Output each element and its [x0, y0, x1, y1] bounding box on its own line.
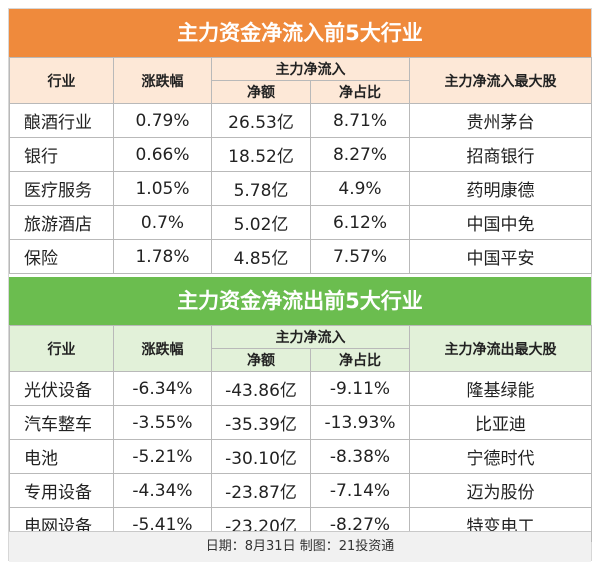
- change-cell: 1.78%: [113, 239, 212, 274]
- change-cell: -3.55%: [113, 405, 212, 440]
- header-net-amount: 净额: [211, 348, 311, 372]
- net-ratio-cell: 8.27%: [310, 137, 410, 172]
- outflow-table: 行业 涨跌幅 主力净流入 主力净流出最大股 净额 净占比 光伏设备 -6.34%…: [9, 325, 592, 542]
- change-cell: 0.7%: [113, 205, 212, 240]
- table-row: 电池 -5.21% -30.10亿 -8.38% 宁德时代: [9, 439, 592, 474]
- industry-cell: 保险: [9, 239, 114, 274]
- industry-cell: 电池: [9, 439, 114, 474]
- net-amount-cell: 5.02亿: [211, 205, 311, 240]
- table-row: 光伏设备 -6.34% -43.86亿 -9.11% 隆基绿能: [9, 371, 592, 406]
- top-stock-cell: 招商银行: [409, 137, 592, 172]
- net-amount-cell: 18.52亿: [211, 137, 311, 172]
- header-main-net: 主力净流入: [211, 57, 410, 81]
- header-change: 涨跌幅: [113, 325, 212, 372]
- table-row: 专用设备 -4.34% -23.87亿 -7.14% 迈为股份: [9, 473, 592, 508]
- net-ratio-cell: -8.38%: [310, 439, 410, 474]
- outflow-subheader-row: 净额 净占比: [10, 348, 592, 372]
- header-industry: 行业: [9, 57, 114, 104]
- top-stock-cell: 隆基绿能: [409, 371, 592, 406]
- table-row: 银行 0.66% 18.52亿 8.27% 招商银行: [9, 137, 592, 172]
- change-cell: -4.34%: [113, 473, 212, 508]
- net-ratio-cell: -7.14%: [310, 473, 410, 508]
- net-ratio-cell: 8.71%: [310, 103, 410, 138]
- header-top-stock: 主力净流出最大股: [409, 325, 592, 372]
- table-row: 保险 1.78% 4.85亿 7.57% 中国平安: [9, 239, 592, 274]
- header-top-stock: 主力净流入最大股: [409, 57, 592, 104]
- change-cell: 0.66%: [113, 137, 212, 172]
- net-ratio-cell: 6.12%: [310, 205, 410, 240]
- top-stock-cell: 中国平安: [409, 239, 592, 274]
- header-industry: 行业: [9, 325, 114, 372]
- net-ratio-cell: -13.93%: [310, 405, 410, 440]
- inflow-table: 行业 涨跌幅 主力净流入 主力净流入最大股 净额 净占比 酿酒行业 0.79% …: [9, 57, 592, 274]
- header-net-ratio: 净占比: [310, 80, 410, 104]
- industry-cell: 银行: [9, 137, 114, 172]
- net-amount-cell: 26.53亿: [211, 103, 311, 138]
- table-row: 汽车整车 -3.55% -35.39亿 -13.93% 比亚迪: [9, 405, 592, 440]
- net-amount-cell: 4.85亿: [211, 239, 311, 274]
- change-cell: 1.05%: [113, 171, 212, 206]
- top-stock-cell: 中国中免: [409, 205, 592, 240]
- inflow-title: 主力资金净流入前5大行业: [9, 9, 591, 57]
- change-cell: -6.34%: [113, 371, 212, 406]
- fund-flow-card: 主力资金净流入前5大行业 行业 涨跌幅 主力净流入 主力净流入最大股 净额 净占…: [8, 8, 592, 562]
- footer-credit: 日期：8月31日 制图：21投资通: [9, 531, 591, 562]
- net-amount-cell: -30.10亿: [211, 439, 311, 474]
- net-amount-cell: -23.87亿: [211, 473, 311, 508]
- table-row: 酿酒行业 0.79% 26.53亿 8.71% 贵州茅台: [9, 103, 592, 138]
- net-amount-cell: 5.78亿: [211, 171, 311, 206]
- change-cell: -5.21%: [113, 439, 212, 474]
- top-stock-cell: 贵州茅台: [409, 103, 592, 138]
- header-net-ratio: 净占比: [310, 348, 410, 372]
- net-ratio-cell: 4.9%: [310, 171, 410, 206]
- top-stock-cell: 宁德时代: [409, 439, 592, 474]
- change-cell: 0.79%: [113, 103, 212, 138]
- top-stock-cell: 迈为股份: [409, 473, 592, 508]
- outflow-title: 主力资金净流出前5大行业: [9, 277, 591, 325]
- top-stock-cell: 比亚迪: [409, 405, 592, 440]
- industry-cell: 汽车整车: [9, 405, 114, 440]
- industry-cell: 酿酒行业: [9, 103, 114, 138]
- industry-cell: 光伏设备: [9, 371, 114, 406]
- table-row: 医疗服务 1.05% 5.78亿 4.9% 药明康德: [9, 171, 592, 206]
- table-row: 旅游酒店 0.7% 5.02亿 6.12% 中国中免: [9, 205, 592, 240]
- top-stock-cell: 药明康德: [409, 171, 592, 206]
- header-main-net: 主力净流入: [211, 325, 410, 349]
- industry-cell: 医疗服务: [9, 171, 114, 206]
- header-change: 涨跌幅: [113, 57, 212, 104]
- net-amount-cell: -43.86亿: [211, 371, 311, 406]
- net-ratio-cell: -9.11%: [310, 371, 410, 406]
- inflow-header-row: 行业 涨跌幅 主力净流入 主力净流入最大股: [9, 57, 592, 104]
- header-net-amount: 净额: [211, 80, 311, 104]
- industry-cell: 专用设备: [9, 473, 114, 508]
- net-amount-cell: -35.39亿: [211, 405, 311, 440]
- net-ratio-cell: 7.57%: [310, 239, 410, 274]
- industry-cell: 旅游酒店: [9, 205, 114, 240]
- outflow-header-row: 行业 涨跌幅 主力净流入 主力净流出最大股: [9, 325, 592, 372]
